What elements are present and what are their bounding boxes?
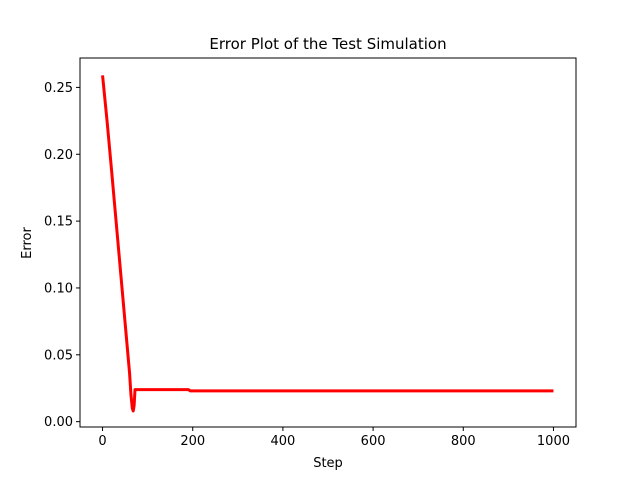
chart-title: Error Plot of the Test Simulation [209, 35, 446, 53]
y-tick-label: 0.10 [44, 281, 73, 296]
x-tick-label: 800 [451, 434, 476, 449]
y-tick-label: 0.15 [44, 215, 73, 230]
y-axis: 0.00 0.05 0.10 0.15 0.20 0.25 [44, 81, 80, 430]
x-tick-label: 0 [98, 434, 106, 449]
y-tick-label: 0.00 [44, 415, 73, 430]
plot-area [101, 75, 554, 413]
x-tick-label: 200 [180, 434, 205, 449]
x-tick-label: 400 [270, 434, 295, 449]
x-axis: 0 200 400 600 800 1000 [98, 427, 570, 449]
plot-frame [79, 57, 577, 428]
error-series-line [101, 75, 554, 413]
x-tick-label: 600 [361, 434, 386, 449]
y-tick-label: 0.05 [44, 348, 73, 363]
x-tick-label: 1000 [537, 434, 570, 449]
y-axis-label: Error [20, 227, 35, 259]
y-tick-label: 0.20 [44, 148, 73, 163]
x-axis-label: Step [313, 456, 343, 471]
y-tick-label: 0.25 [44, 81, 73, 96]
